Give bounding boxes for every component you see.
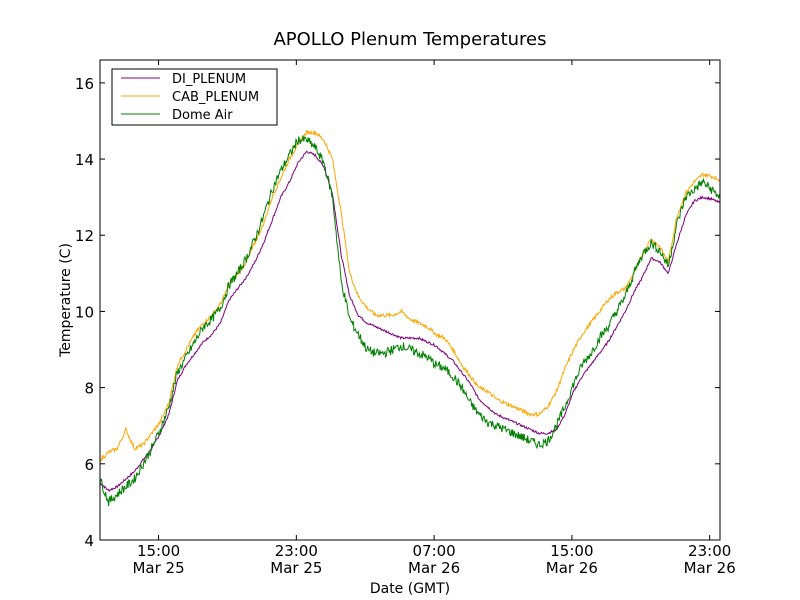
chart-title: APOLLO Plenum Temperatures bbox=[273, 29, 546, 50]
y-tick-label: 8 bbox=[84, 380, 94, 398]
legend-label: CAB_PLENUM bbox=[172, 90, 259, 105]
x-tick-date-label: Mar 26 bbox=[684, 559, 736, 577]
y-tick-label: 12 bbox=[75, 227, 94, 245]
x-axis-label: Date (GMT) bbox=[370, 581, 450, 597]
x-tick-time-label: 15:00 bbox=[550, 542, 593, 560]
legend: DI_PLENUM CAB_PLENUM Dome Air bbox=[111, 68, 278, 126]
legend-label: DI_PLENUM bbox=[172, 72, 246, 87]
y-tick-label: 4 bbox=[84, 532, 94, 550]
series-line-cab-plenum bbox=[99, 129, 721, 463]
x-tick-time-label: 07:00 bbox=[412, 542, 455, 560]
y-tick-label: 16 bbox=[75, 75, 94, 93]
y-tick-label: 10 bbox=[75, 303, 94, 321]
x-tick-date-label: Mar 26 bbox=[408, 559, 460, 577]
x-tick-time-label: 23:00 bbox=[688, 542, 731, 560]
y-tick-label: 6 bbox=[84, 456, 94, 474]
plot-frame bbox=[99, 59, 721, 541]
plot-area bbox=[100, 60, 720, 540]
x-tick-date-label: Mar 25 bbox=[132, 559, 184, 577]
legend-label: Dome Air bbox=[172, 108, 233, 123]
series-line-dome-air bbox=[99, 135, 721, 507]
series-line-di-plenum bbox=[99, 150, 721, 493]
x-tick-date-label: Mar 26 bbox=[546, 559, 598, 577]
x-tick-time-label: 23:00 bbox=[275, 542, 318, 560]
y-axis-label: Temperature (C) bbox=[58, 243, 74, 358]
series-layer bbox=[99, 129, 721, 507]
x-tick-date-label: Mar 25 bbox=[270, 559, 322, 577]
y-tick-label: 14 bbox=[75, 151, 94, 169]
x-tick-time-label: 15:00 bbox=[137, 542, 180, 560]
plot-background bbox=[100, 60, 720, 540]
